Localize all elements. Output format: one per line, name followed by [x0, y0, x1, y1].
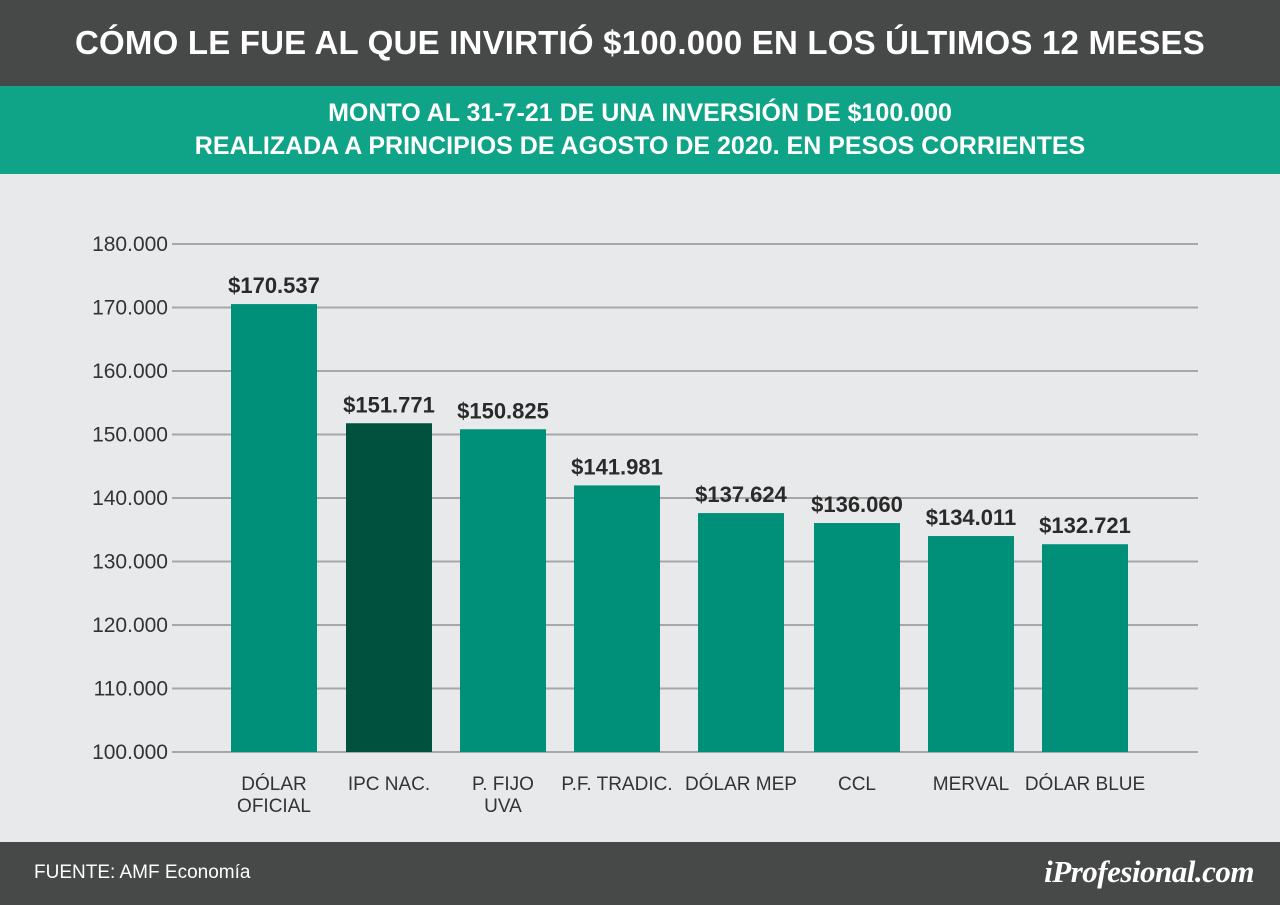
- y-tick-label: 160.000: [92, 360, 168, 383]
- bar-value-label: $141.981: [571, 454, 663, 479]
- x-category-label: OFICIAL: [237, 796, 311, 817]
- chart-title-text: CÓMO LE FUE AL QUE INVIRTIÓ $100.000 EN …: [75, 24, 1205, 61]
- bar-chart-svg: 100.000 110.000 120.000 130.000 140.000 150.0…: [92, 233, 1198, 817]
- x-category-label: CCL: [838, 774, 876, 795]
- source-note: FUENTE: AMF Economía: [34, 862, 251, 883]
- bar-value-label: $170.537: [228, 273, 320, 298]
- subtitle-line-1: MONTO AL 31-7-21 DE UNA INVERSIÓN DE $10…: [328, 99, 952, 127]
- bar: [460, 429, 546, 752]
- x-category-label: P. FIJO: [472, 774, 534, 795]
- bar-value-label: $132.721: [1039, 513, 1131, 538]
- x-category-label: IPC NAC.: [348, 774, 430, 795]
- x-category-label: MERVAL: [933, 774, 1009, 795]
- x-category-label: DÓLAR MEP: [685, 773, 797, 795]
- bar: [814, 523, 900, 752]
- y-tick-label: 150.000: [92, 424, 168, 447]
- bar-value-label: $151.771: [343, 392, 435, 417]
- x-category-label: DÓLAR BLUE: [1025, 773, 1145, 795]
- x-category-label: UVA: [484, 796, 522, 817]
- bar-value-label: $134.011: [926, 505, 1017, 530]
- bar: [231, 304, 317, 752]
- brand-logo: iProfesional.com: [1044, 854, 1254, 889]
- bar: [1042, 544, 1128, 752]
- chart-subtitle: MONTO AL 31-7-21 DE UNA INVERSIÓN DE $10…: [0, 86, 1280, 174]
- y-tick-label: 120.000: [92, 614, 168, 637]
- y-tick-label: 100.000: [92, 741, 168, 764]
- bar: [928, 536, 1014, 752]
- footer: FUENTE: AMF Economía iProfesional.com: [0, 842, 1280, 905]
- y-tick-label: 140.000: [92, 487, 168, 510]
- y-tick-label: 130.000: [92, 551, 168, 574]
- bar-value-label: $136.060: [811, 492, 903, 517]
- x-category-label: DÓLAR: [241, 773, 306, 795]
- bar-chart: 100.000 110.000 120.000 130.000 140.000 150.0…: [0, 174, 1280, 842]
- bar: [574, 485, 660, 752]
- bar: [346, 423, 432, 752]
- y-tick-label: 170.000: [92, 297, 168, 320]
- y-tick-label: 110.000: [94, 678, 168, 701]
- chart-title: CÓMO LE FUE AL QUE INVIRTIÓ $100.000 EN …: [0, 0, 1280, 86]
- bar-value-label: $137.624: [695, 482, 788, 507]
- subtitle-line-2: REALIZADA A PRINCIPIOS DE AGOSTO DE 2020…: [194, 132, 1086, 160]
- bar: [698, 513, 784, 752]
- y-tick-label: 180.000: [92, 233, 168, 256]
- x-category-label: P.F. TRADIC.: [561, 774, 672, 795]
- bar-value-label: $150.825: [457, 398, 549, 423]
